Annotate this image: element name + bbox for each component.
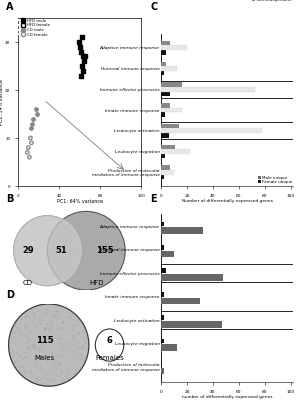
Bar bbox=[161, 145, 175, 149]
Bar bbox=[161, 66, 177, 71]
Bar bbox=[161, 112, 165, 117]
Point bbox=[78, 48, 83, 55]
Bar bbox=[161, 339, 164, 344]
Text: E: E bbox=[150, 194, 157, 204]
Text: 6: 6 bbox=[107, 336, 113, 345]
Point bbox=[33, 106, 38, 112]
Text: B: B bbox=[6, 194, 14, 204]
Y-axis label: PC2: 34% variance: PC2: 34% variance bbox=[0, 79, 4, 125]
Bar bbox=[161, 368, 164, 374]
Bar bbox=[161, 292, 164, 296]
Bar bbox=[161, 149, 190, 154]
Bar bbox=[161, 41, 170, 46]
Bar bbox=[161, 87, 255, 92]
Point bbox=[79, 63, 84, 69]
Ellipse shape bbox=[9, 304, 89, 386]
Point bbox=[78, 72, 83, 79]
Point bbox=[27, 154, 32, 160]
Bar bbox=[160, 264, 293, 282]
Text: 51: 51 bbox=[56, 246, 67, 255]
Bar bbox=[161, 362, 162, 367]
Bar bbox=[161, 108, 182, 112]
Bar bbox=[161, 46, 187, 50]
Point bbox=[82, 58, 86, 64]
Legend: Male unique, Female unique: Male unique, Female unique bbox=[256, 174, 294, 186]
Bar bbox=[161, 124, 179, 128]
Ellipse shape bbox=[48, 212, 125, 290]
Point bbox=[34, 111, 39, 117]
Bar bbox=[161, 50, 166, 55]
Point bbox=[79, 34, 84, 40]
Bar bbox=[161, 92, 170, 96]
Bar bbox=[161, 222, 164, 226]
Bar bbox=[161, 251, 174, 257]
Bar bbox=[160, 311, 293, 329]
Text: Males: Males bbox=[35, 355, 55, 361]
Bar bbox=[161, 82, 182, 87]
Point bbox=[26, 144, 31, 151]
Ellipse shape bbox=[14, 216, 81, 286]
Text: 115: 115 bbox=[36, 336, 54, 345]
Point bbox=[29, 125, 34, 132]
Point bbox=[25, 149, 30, 156]
Bar bbox=[161, 321, 222, 328]
Bar bbox=[161, 62, 166, 66]
X-axis label: number of differentially expressed genes: number of differentially expressed genes bbox=[182, 395, 272, 399]
Ellipse shape bbox=[14, 216, 81, 286]
Text: Females: Females bbox=[95, 355, 124, 361]
Point bbox=[77, 44, 82, 50]
Legend: CD unique, HFD unique, Diet-independent: CD unique, HFD unique, Diet-independent bbox=[250, 0, 294, 4]
Ellipse shape bbox=[95, 329, 124, 361]
Bar bbox=[161, 165, 170, 170]
Bar bbox=[161, 71, 164, 75]
Bar bbox=[161, 103, 170, 108]
Point bbox=[28, 135, 33, 141]
Point bbox=[30, 120, 35, 127]
Point bbox=[31, 116, 36, 122]
Text: 155: 155 bbox=[96, 246, 113, 255]
Text: HFD: HFD bbox=[89, 280, 104, 286]
Point bbox=[29, 140, 34, 146]
Point bbox=[76, 39, 81, 45]
Bar bbox=[161, 268, 166, 273]
Bar bbox=[161, 128, 262, 133]
Text: D: D bbox=[6, 290, 14, 300]
Bar bbox=[161, 315, 164, 320]
X-axis label: PC1: 64% variance: PC1: 64% variance bbox=[57, 199, 103, 204]
Bar bbox=[160, 80, 293, 98]
Text: C: C bbox=[150, 2, 158, 12]
Point bbox=[80, 68, 85, 74]
Legend: HFD male, HFD female, CD male, CD female: HFD male, HFD female, CD male, CD female bbox=[19, 19, 50, 36]
Bar bbox=[161, 174, 164, 179]
Text: A: A bbox=[6, 2, 14, 12]
Point bbox=[80, 53, 85, 60]
Point bbox=[82, 53, 87, 60]
X-axis label: Number of differentially expressed genes: Number of differentially expressed genes bbox=[182, 199, 273, 203]
Bar bbox=[161, 133, 169, 138]
Text: 29: 29 bbox=[22, 246, 34, 255]
Bar bbox=[161, 154, 165, 158]
Bar bbox=[161, 245, 164, 250]
Bar bbox=[160, 122, 293, 140]
Text: CD: CD bbox=[23, 280, 33, 286]
Bar bbox=[161, 298, 200, 304]
Bar bbox=[161, 274, 223, 281]
Bar bbox=[161, 170, 174, 174]
Bar bbox=[161, 344, 177, 351]
Bar bbox=[161, 227, 203, 234]
